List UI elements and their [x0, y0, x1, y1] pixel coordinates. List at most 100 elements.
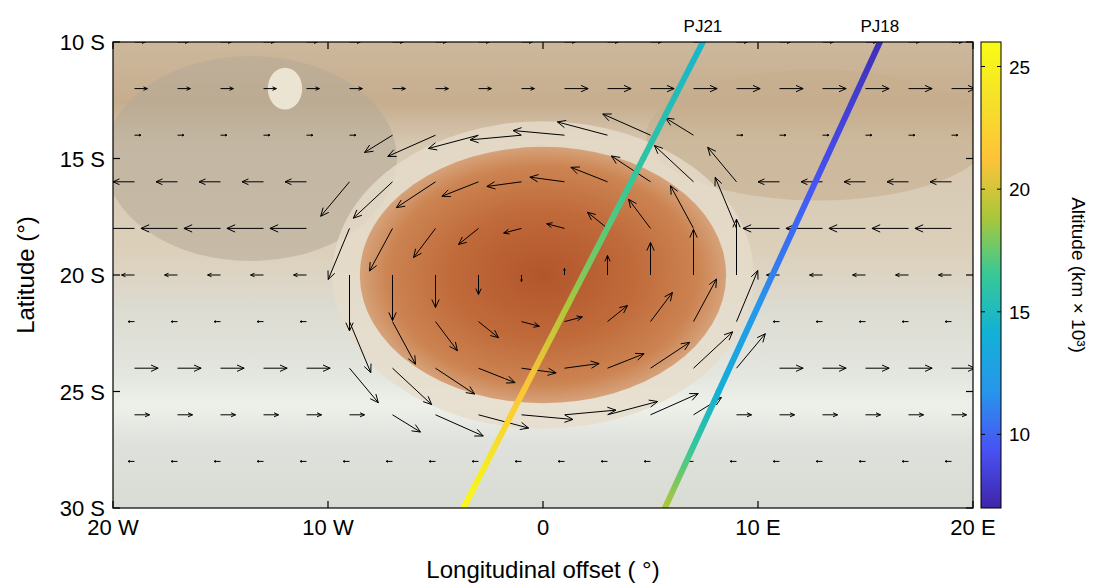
trajectory-segment — [463, 392, 523, 509]
series-label: PJ21 — [684, 17, 723, 36]
wind-vector — [221, 413, 236, 417]
wind-vector — [522, 87, 535, 90]
wind-vector — [565, 85, 589, 91]
wind-vector — [547, 223, 565, 229]
wind-vector — [733, 219, 740, 275]
wind-vector — [227, 225, 264, 232]
trajectory-segment — [665, 392, 719, 509]
wind-vector — [902, 461, 908, 463]
wind-vector — [388, 135, 436, 156]
colorbar-tick — [981, 434, 985, 435]
wind-vector — [393, 368, 432, 404]
wind-vector — [823, 85, 847, 91]
y-tick — [966, 391, 973, 392]
trajectory — [463, 42, 703, 508]
wind-vector — [565, 361, 600, 368]
wind-vector — [343, 461, 349, 463]
colorbar-tick — [981, 66, 985, 67]
y-tick-label: 25 S — [60, 380, 105, 405]
series-label: PJ18 — [861, 17, 900, 36]
wind-vector — [178, 365, 202, 371]
wind-vector — [264, 413, 279, 417]
colorbar-tick — [981, 311, 985, 312]
wind-vector — [866, 365, 890, 371]
wind-vector — [565, 316, 583, 322]
wind-vector — [909, 365, 933, 371]
x-tick — [972, 42, 973, 49]
wind-vector — [522, 322, 540, 328]
wind-vector — [810, 273, 823, 276]
y-tick — [113, 158, 120, 159]
wind-vector — [737, 134, 743, 136]
wind-vector — [350, 322, 372, 373]
x-tick — [542, 42, 543, 49]
wind-vector — [773, 321, 779, 323]
wind-vector — [386, 461, 392, 463]
wind-vector — [558, 461, 564, 463]
wind-vector — [909, 413, 924, 417]
wind-vector — [780, 365, 804, 371]
wind-vector — [708, 147, 737, 181]
wind-vector — [353, 182, 392, 218]
wind-vector — [571, 167, 608, 182]
wind-vector — [629, 199, 651, 228]
wind-vector — [651, 292, 673, 321]
wind-vector — [459, 228, 479, 244]
trajectory-segment — [583, 159, 643, 276]
wind-vector — [530, 175, 565, 182]
wind-vector — [428, 135, 478, 150]
wind-vector — [122, 273, 135, 276]
wind-vector — [470, 135, 521, 143]
wind-vector — [588, 212, 608, 228]
wind-vector — [730, 461, 736, 463]
x-tick — [112, 501, 113, 508]
trajectory-segment — [643, 42, 703, 159]
wind-vector — [365, 135, 393, 152]
x-tick — [542, 501, 543, 508]
wind-vector — [939, 273, 952, 276]
wind-vector — [393, 87, 406, 90]
wind-vector — [257, 461, 263, 463]
wind-vector — [307, 87, 320, 90]
wind-vector — [603, 114, 651, 135]
wind-vector — [780, 134, 786, 136]
wind-vector — [285, 179, 307, 185]
wind-vector — [694, 279, 717, 322]
wind-vector — [294, 273, 307, 276]
wind-vector — [605, 255, 610, 275]
wind-vector — [565, 407, 616, 415]
y-tick-label: 30 S — [60, 496, 105, 521]
wind-vector — [128, 321, 134, 323]
x-tick-label: 10 E — [735, 515, 780, 540]
wind-vector — [141, 225, 178, 232]
colorbar-title: Altitude (km × 10³) — [1068, 197, 1089, 353]
wind-vector — [436, 87, 449, 90]
wind-vector — [214, 461, 220, 463]
wind-vector — [307, 134, 313, 136]
wind-vector — [350, 134, 356, 136]
wind-vector — [816, 321, 822, 323]
wind-vector — [853, 273, 866, 276]
wind-vector — [522, 415, 573, 423]
x-tick-label: 10 W — [302, 515, 354, 540]
colorbar-tick — [997, 311, 1001, 312]
x-tick — [112, 42, 113, 49]
wind-vector — [666, 118, 694, 135]
y-tick — [966, 274, 973, 275]
colorbar-tick — [997, 434, 1001, 435]
colorbar-tick-label: 20 — [1009, 179, 1030, 200]
wind-vector — [945, 461, 951, 463]
wind-vector — [264, 134, 270, 136]
y-tick-label: 20 S — [60, 263, 105, 288]
wind-vector — [887, 179, 909, 185]
wind-vector — [743, 225, 780, 232]
wind-vector — [370, 228, 393, 271]
wind-vector — [208, 273, 221, 276]
wind-vector — [257, 321, 263, 323]
wind-vector — [251, 273, 264, 276]
wind-vector — [829, 225, 866, 232]
wind-vector — [909, 134, 915, 136]
wind-vector — [178, 134, 184, 136]
wind-vector — [671, 186, 694, 229]
wind-vector — [780, 413, 795, 417]
